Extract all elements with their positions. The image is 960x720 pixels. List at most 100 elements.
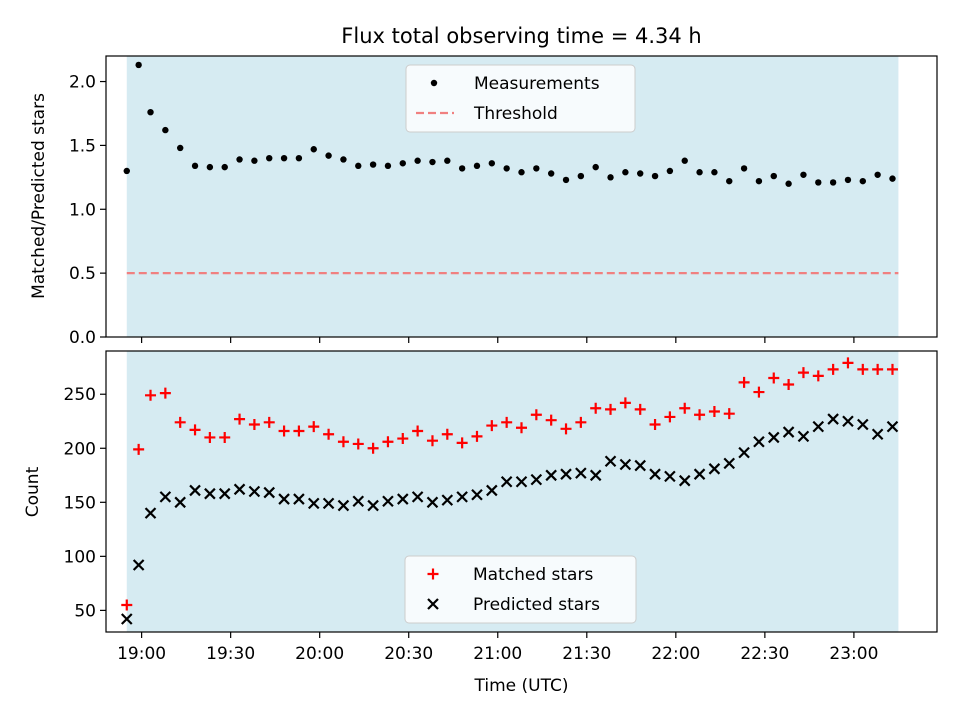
bottom-matched-stars-point: [857, 363, 869, 375]
bottom-predicted-stars-point: [120, 613, 133, 625]
bottom-y-tick-label: 200: [64, 439, 96, 459]
bottom-matched-stars-point: [189, 424, 201, 436]
bottom-predicted-stars-point: [456, 491, 468, 503]
bottom-predicted-stars-point: [471, 488, 483, 501]
top-measurements-point: [874, 171, 881, 178]
top-measurements-point: [562, 176, 570, 184]
bottom-matched-stars-point: [426, 435, 438, 447]
bottom-x-tick-label: 21:30: [562, 644, 611, 664]
bottom-predicted-stars-point: [723, 457, 736, 470]
top-measurements-point: [429, 158, 436, 166]
bottom-predicted-stars-point: [441, 494, 454, 506]
top-measurements-point: [251, 157, 258, 164]
bottom-matched-stars-point: [812, 370, 824, 382]
chart-title: Flux total observing time = 4.34 h: [341, 24, 701, 48]
top-measurements-point: [800, 171, 807, 178]
bottom-matched-stars-point: [248, 418, 260, 430]
top-measurements-point: [770, 172, 777, 180]
bottom-matched-stars-point: [308, 421, 320, 433]
top-legend-label: Measurements: [474, 74, 600, 94]
bottom-matched-stars-point: [872, 363, 884, 375]
bottom-frame: [105, 350, 938, 633]
top-legend: [405, 64, 636, 133]
bottom-matched-stars-point: [174, 416, 186, 428]
bottom-predicted-stars-point: [352, 495, 365, 508]
bottom-predicted-stars-point: [189, 484, 201, 497]
bottom-predicted-stars-point: [233, 483, 246, 496]
bottom-predicted-stars-point: [248, 485, 261, 498]
bottom-legend-marker: [427, 568, 439, 580]
bottom-predicted-stars-point: [560, 468, 572, 480]
bottom-predicted-stars-point: [634, 459, 646, 472]
bottom-matched-stars-point: [708, 406, 720, 418]
bottom-matched-stars-point: [501, 416, 513, 428]
top-measurements-point: [711, 169, 718, 176]
bottom-predicted-stars-point: [293, 493, 305, 505]
bottom-predicted-stars-point: [767, 431, 780, 444]
top-y-tick-label: 0.5: [69, 264, 96, 284]
bottom-matched-stars-point: [133, 443, 145, 455]
top-measurements-point: [147, 109, 154, 116]
top-measurements-point: [162, 126, 169, 134]
bottom-matched-stars-point: [768, 372, 780, 384]
top-measurements-point: [310, 146, 317, 153]
bottom-x-tick-label: 23:00: [829, 644, 878, 664]
bottom-matched-stars-point: [842, 357, 854, 369]
top-measurements-point: [399, 160, 406, 167]
bottom-matched-stars-point: [753, 386, 765, 398]
bottom-x-tick-label: 19:00: [117, 644, 166, 664]
bottom-predicted-stars-point: [337, 499, 350, 512]
bottom-y-tick-label: 100: [64, 547, 96, 567]
bottom-predicted-stars-point: [708, 463, 721, 475]
top-y-tick-label: 1.5: [69, 136, 96, 156]
bottom-predicted-stars-point: [204, 487, 216, 500]
bottom-matched-stars-point: [886, 363, 898, 375]
bottom-legend-label: Matched stars: [473, 565, 593, 585]
top-measurements-point: [206, 163, 214, 171]
bottom-predicted-stars-point: [367, 499, 379, 512]
top-measurements-point: [473, 162, 481, 170]
bottom-predicted-stars-point: [397, 493, 409, 505]
bottom-legend: [404, 555, 637, 624]
bottom-predicted-stars-point: [218, 487, 231, 500]
bottom-predicted-stars-point: [545, 469, 557, 482]
bottom-x-tick-label: 22:00: [651, 644, 700, 664]
bottom-predicted-stars-point: [132, 559, 145, 571]
bottom-predicted-stars-point: [871, 428, 884, 440]
bottom-matched-stars-point: [545, 414, 557, 426]
bottom-predicted-stars-point: [827, 413, 839, 425]
bottom-predicted-stars-point: [174, 496, 186, 509]
top-measurements-point: [458, 165, 466, 172]
bottom-predicted-stars-point: [693, 468, 706, 480]
top-measurements-point: [325, 152, 332, 159]
top-measurements-point: [503, 165, 510, 172]
bottom-predicted-stars-point: [886, 420, 899, 433]
bottom-matched-stars-point: [121, 599, 133, 611]
top-measurements-point: [844, 176, 852, 184]
bottom-matched-stars-point: [352, 438, 364, 450]
bottom-matched-stars-point: [649, 418, 661, 430]
bottom-matched-stars-point: [293, 425, 305, 437]
top-measurements-point: [637, 170, 644, 177]
bottom-predicted-stars-point: [857, 418, 869, 431]
bottom-matched-stars-point: [560, 423, 572, 435]
bottom-matched-stars-point: [471, 430, 483, 442]
bottom-x-tick-label: 19:30: [206, 644, 255, 664]
bottom-predicted-stars-point: [278, 493, 290, 505]
bottom-predicted-stars-point: [782, 426, 795, 438]
bottom-matched-stars-point: [219, 431, 231, 443]
bottom-predicted-stars-point: [842, 415, 854, 428]
top-measurements-point: [295, 154, 303, 162]
bottom-predicted-stars-point: [426, 496, 439, 509]
top-measurements-point: [414, 157, 421, 164]
top-measurements-point: [123, 167, 130, 175]
top-y-tick-label: 0.0: [69, 328, 96, 348]
top-measurements-point: [280, 154, 288, 162]
bottom-matched-stars-point: [738, 376, 750, 388]
bottom-matched-stars-point: [486, 420, 498, 432]
bottom-matched-stars-point: [323, 428, 335, 440]
bottom-x-tick-label: 20:30: [384, 644, 433, 664]
bottom-predicted-stars-point: [604, 455, 617, 468]
x-axis-label: Time (UTC): [474, 676, 569, 696]
